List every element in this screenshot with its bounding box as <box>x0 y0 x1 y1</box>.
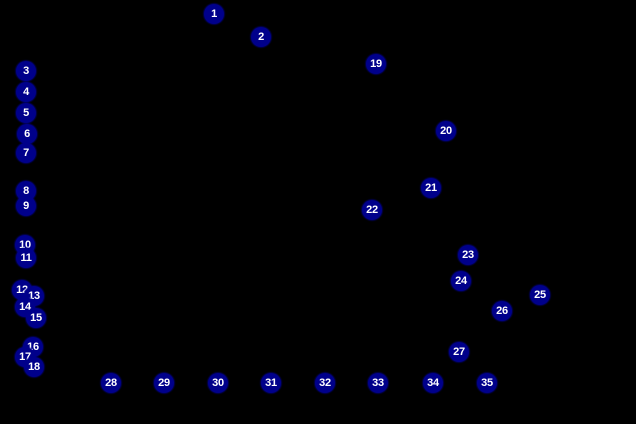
som-mark-23[interactable]: 23 <box>458 245 478 265</box>
som-mark-22[interactable]: 22 <box>362 200 382 220</box>
som-mark-33[interactable]: 33 <box>368 373 388 393</box>
som-mark-7[interactable]: 7 <box>16 143 36 163</box>
som-mark-24[interactable]: 24 <box>451 271 471 291</box>
som-mark-30[interactable]: 30 <box>208 373 228 393</box>
som-mark-4[interactable]: 4 <box>16 82 36 102</box>
som-mark-28[interactable]: 28 <box>101 373 121 393</box>
som-mark-26[interactable]: 26 <box>492 301 512 321</box>
som-mark-9[interactable]: 9 <box>16 196 36 216</box>
som-mark-29[interactable]: 29 <box>154 373 174 393</box>
som-mark-32[interactable]: 32 <box>315 373 335 393</box>
som-mark-15[interactable]: 15 <box>26 308 46 328</box>
som-mark-5[interactable]: 5 <box>16 103 36 123</box>
som-mark-2[interactable]: 2 <box>251 27 271 47</box>
som-mark-34[interactable]: 34 <box>423 373 443 393</box>
som-mark-25[interactable]: 25 <box>530 285 550 305</box>
som-mark-18[interactable]: 18 <box>24 357 44 377</box>
som-mark-35[interactable]: 35 <box>477 373 497 393</box>
som-mark-31[interactable]: 31 <box>261 373 281 393</box>
som-mark-19[interactable]: 19 <box>366 54 386 74</box>
som-mark-6[interactable]: 6 <box>17 124 37 144</box>
som-mark-1[interactable]: 1 <box>204 4 224 24</box>
som-mark-27[interactable]: 27 <box>449 342 469 362</box>
som-mark-3[interactable]: 3 <box>16 61 36 81</box>
som-mark-21[interactable]: 21 <box>421 178 441 198</box>
som-mark-11[interactable]: 11 <box>16 248 36 268</box>
som-mark-20[interactable]: 20 <box>436 121 456 141</box>
